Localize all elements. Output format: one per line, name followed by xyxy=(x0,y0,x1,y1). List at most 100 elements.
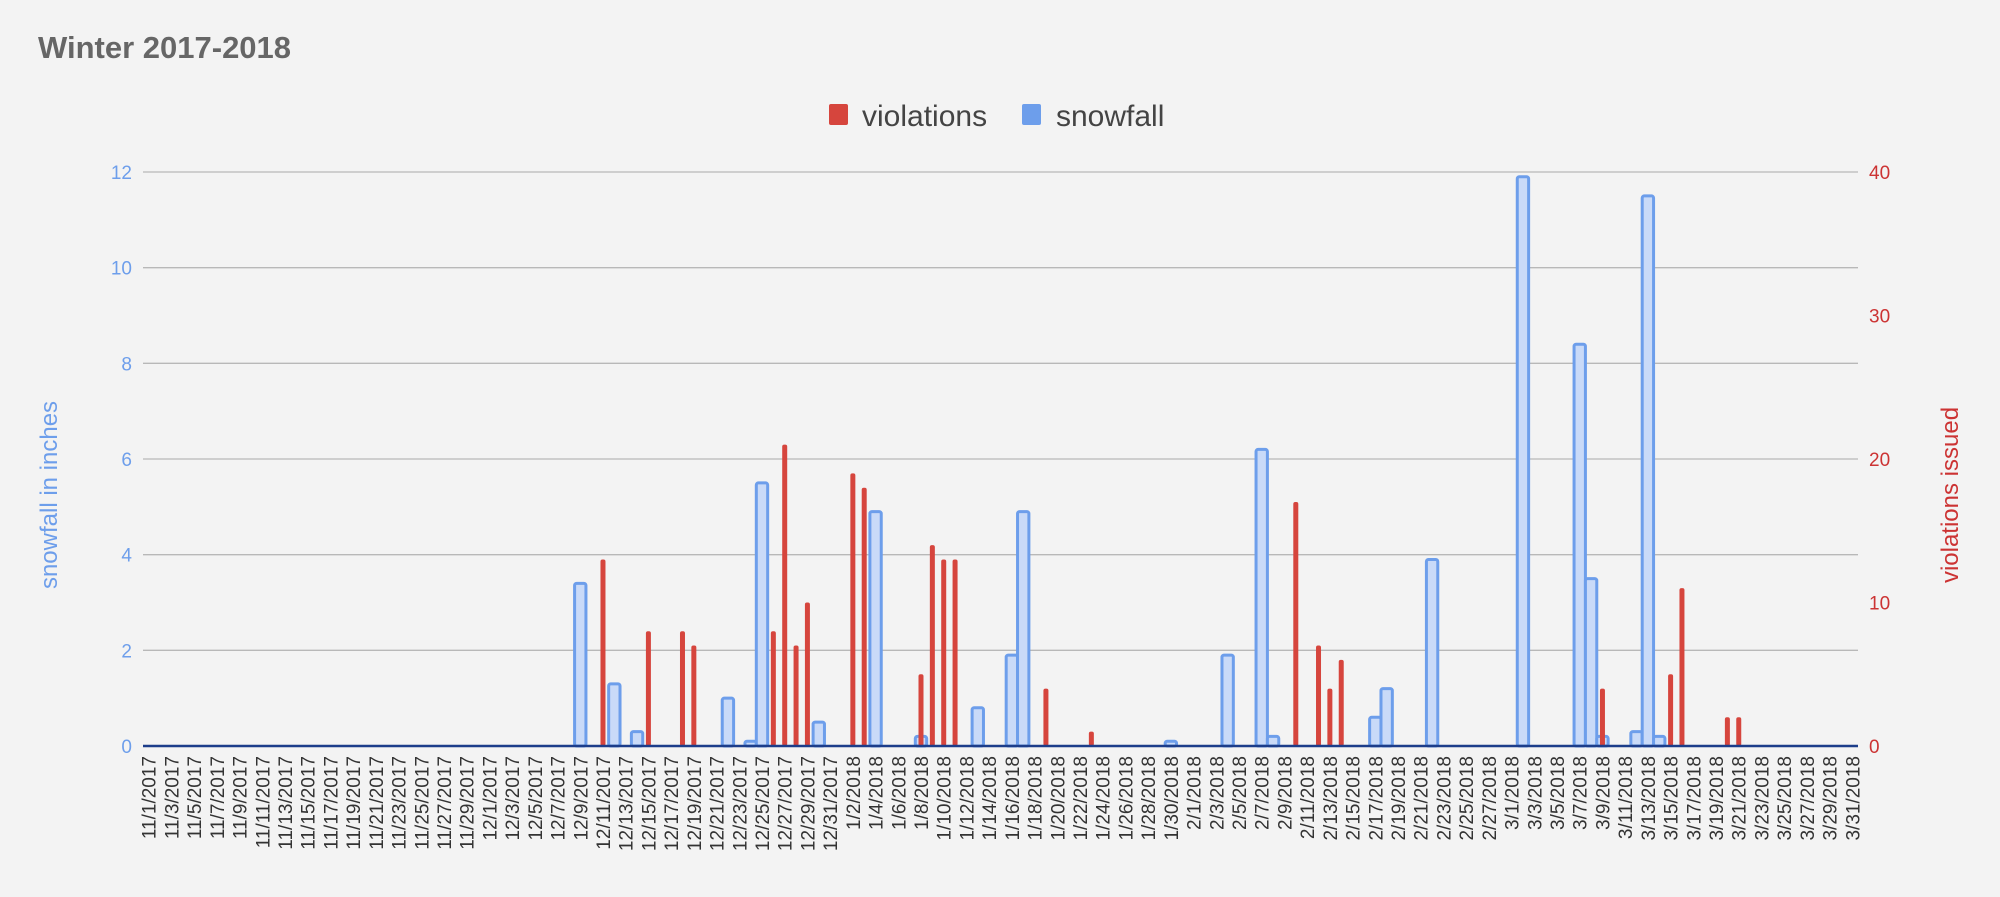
x-tick-label: 12/15/2017 xyxy=(639,756,660,851)
x-tick-label: 12/13/2017 xyxy=(617,756,638,851)
violations-bar xyxy=(1327,688,1333,746)
x-tick-label: 12/7/2017 xyxy=(549,756,570,841)
x-tick-label: 11/17/2017 xyxy=(321,756,342,850)
x-tick-label: 11/19/2017 xyxy=(344,756,365,850)
x-tick-label: 2/23/2018 xyxy=(1434,756,1455,841)
snowfall-bar xyxy=(629,730,645,748)
snowfall-bar xyxy=(573,581,588,748)
snowfall-bar xyxy=(1652,734,1667,748)
x-tick-label: 2/13/2018 xyxy=(1321,756,1342,841)
violations-bar xyxy=(1043,688,1049,746)
x-tick-label: 2/25/2018 xyxy=(1457,756,1478,841)
left-tick-label: 6 xyxy=(121,450,132,471)
violations-bar xyxy=(1736,717,1742,746)
snowfall-bar xyxy=(1583,577,1599,748)
x-tick-label: 1/16/2018 xyxy=(1003,756,1024,841)
x-tick-label: 11/7/2017 xyxy=(208,756,229,839)
x-tick-label: 12/31/2017 xyxy=(821,756,842,851)
violations-bar xyxy=(1679,588,1685,746)
x-tick-label: 11/9/2017 xyxy=(231,756,252,839)
x-tick-label: 11/15/2017 xyxy=(299,756,320,850)
x-tick-label: 1/6/2018 xyxy=(889,756,910,830)
x-tick-label: 2/19/2018 xyxy=(1389,756,1410,841)
x-tick-label: 2/21/2018 xyxy=(1412,756,1433,841)
x-tick-label: 2/17/2018 xyxy=(1366,756,1387,841)
x-tick-label: 3/5/2018 xyxy=(1548,756,1569,830)
left-tick-label: 4 xyxy=(121,546,132,567)
snowfall-bar xyxy=(720,696,736,748)
snowfall-bar xyxy=(1629,730,1644,748)
x-tick-label: 12/1/2017 xyxy=(480,756,501,841)
x-tick-label: 3/3/2018 xyxy=(1525,756,1546,830)
x-tick-label: 12/19/2017 xyxy=(685,756,706,851)
x-tick-label: 12/9/2017 xyxy=(571,756,592,841)
violations-bar xyxy=(691,645,697,746)
x-tick-label: 2/7/2018 xyxy=(1253,756,1274,830)
violations-bar xyxy=(861,487,867,746)
x-tick-label: 3/25/2018 xyxy=(1775,756,1796,841)
right-tick-label: 20 xyxy=(1869,450,1890,471)
x-tick-label: 11/23/2017 xyxy=(390,756,411,850)
violations-bar xyxy=(941,559,947,746)
snowfall-bar xyxy=(811,720,826,748)
x-tick-label: 12/27/2017 xyxy=(776,756,797,851)
x-tick-label: 3/15/2018 xyxy=(1662,756,1683,841)
snowfall-bar xyxy=(1220,653,1235,748)
x-tick-label: 1/10/2018 xyxy=(935,756,956,841)
left-tick-label: 12 xyxy=(111,163,132,184)
x-tick-label: 1/22/2018 xyxy=(1071,756,1092,841)
x-tick-label: 1/4/2018 xyxy=(867,756,888,830)
x-tick-label: 3/9/2018 xyxy=(1593,756,1614,830)
x-tick-label: 1/8/2018 xyxy=(912,756,933,830)
snowfall-bar xyxy=(1016,510,1031,748)
violations-bar xyxy=(782,444,788,746)
violations-bar xyxy=(918,674,924,746)
x-tick-label: 3/27/2018 xyxy=(1798,756,1819,841)
x-tick-label: 3/13/2018 xyxy=(1639,756,1660,841)
violations-bar xyxy=(952,559,958,746)
x-tick-label: 3/1/2018 xyxy=(1503,756,1524,830)
x-tick-label: 3/31/2018 xyxy=(1843,756,1864,841)
violations-bar xyxy=(770,631,776,746)
x-tick-label: 12/3/2017 xyxy=(503,756,524,841)
x-tick-label: 12/5/2017 xyxy=(526,756,547,841)
x-tick-label: 2/1/2018 xyxy=(1185,756,1206,830)
snowfall-bar xyxy=(970,706,985,748)
x-tick-label: 11/13/2017 xyxy=(276,756,297,850)
x-tick-label: 11/11/2017 xyxy=(253,756,274,848)
x-tick-label: 1/24/2018 xyxy=(1094,756,1115,841)
x-tick-label: 2/9/2018 xyxy=(1275,756,1296,830)
snowfall-bar xyxy=(1004,653,1020,748)
x-tick-label: 1/28/2018 xyxy=(1139,756,1160,841)
left-axis-title: snowfall in inches xyxy=(36,401,63,589)
snowfall-bar xyxy=(1572,342,1587,748)
violations-bar xyxy=(850,473,856,746)
x-tick-label: 3/21/2018 xyxy=(1730,756,1751,841)
x-tick-label: 2/15/2018 xyxy=(1344,756,1365,841)
x-tick-label: 1/30/2018 xyxy=(1162,756,1183,841)
violations-bar xyxy=(1599,688,1605,746)
x-tick-label: 12/17/2017 xyxy=(662,756,683,851)
snowfall-bar xyxy=(868,510,883,748)
x-tick-label: 11/21/2017 xyxy=(367,756,388,850)
snowfall-bar xyxy=(607,682,622,748)
x-tick-label: 12/23/2017 xyxy=(730,756,751,851)
violations-series xyxy=(600,444,1742,746)
violations-bar xyxy=(1668,674,1674,746)
legend-label-snowfall: snowfall xyxy=(1056,100,1164,133)
violations-bar xyxy=(793,645,799,746)
x-tick-label: 1/12/2018 xyxy=(957,756,978,841)
violations-bar xyxy=(1338,659,1344,746)
x-tick-label: 12/21/2017 xyxy=(708,756,729,851)
snowfall-bar xyxy=(754,481,770,748)
x-tick-label: 3/29/2018 xyxy=(1821,756,1842,841)
legend-swatch-snowfall xyxy=(1022,104,1041,125)
x-tick-label: 12/25/2017 xyxy=(753,756,774,851)
violations-bar xyxy=(645,631,651,746)
snowfall-bar xyxy=(1424,557,1440,748)
legend: violations snowfall xyxy=(829,100,1164,133)
x-tick-label: 11/25/2017 xyxy=(412,756,433,850)
snowfall-bar xyxy=(1265,734,1281,748)
violations-bar xyxy=(804,602,810,746)
